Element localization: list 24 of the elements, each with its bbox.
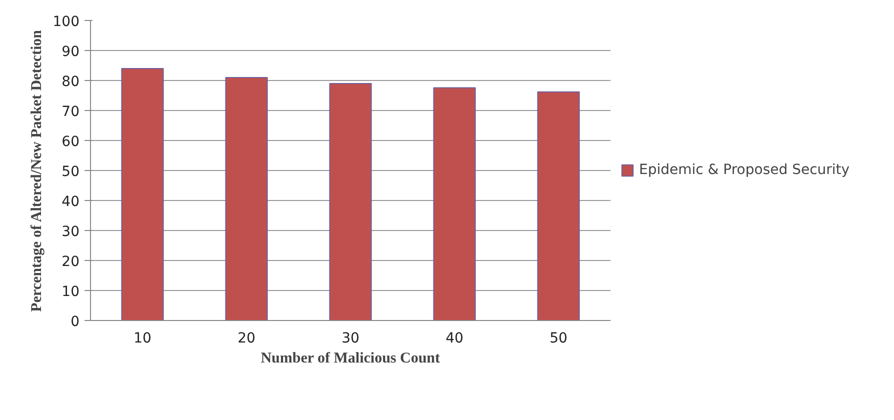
y-tick-label: 20: [62, 254, 80, 270]
x-tick-label: 30: [342, 330, 360, 346]
y-tick-label: 10: [62, 284, 80, 300]
y-tick-label: 0: [70, 314, 80, 330]
x-tick-label: 40: [446, 330, 464, 346]
bar: [329, 83, 372, 320]
x-tick-label: 50: [550, 330, 568, 346]
y-axis-title: Percentage of Altered/New Packet Detection: [28, 29, 45, 312]
y-tick-label: 80: [62, 74, 80, 90]
y-tick-label: 90: [62, 44, 80, 60]
bar: [225, 77, 268, 320]
y-tick-label: 100: [52, 14, 80, 30]
y-tick-label: 30: [62, 224, 80, 240]
x-tick-label: 20: [238, 330, 256, 346]
legend-label: Epidemic & Proposed Security: [639, 162, 850, 178]
y-tick-label: 70: [62, 104, 80, 120]
bar: [537, 91, 580, 320]
bar: [121, 68, 164, 320]
y-tick-label: 50: [62, 164, 80, 180]
bar: [433, 87, 476, 320]
y-tick-label: 40: [62, 194, 80, 210]
x-tick-label: 10: [134, 330, 152, 346]
y-tick-label: 60: [62, 134, 80, 150]
x-axis-title: Number of Malicious Count: [260, 350, 440, 366]
